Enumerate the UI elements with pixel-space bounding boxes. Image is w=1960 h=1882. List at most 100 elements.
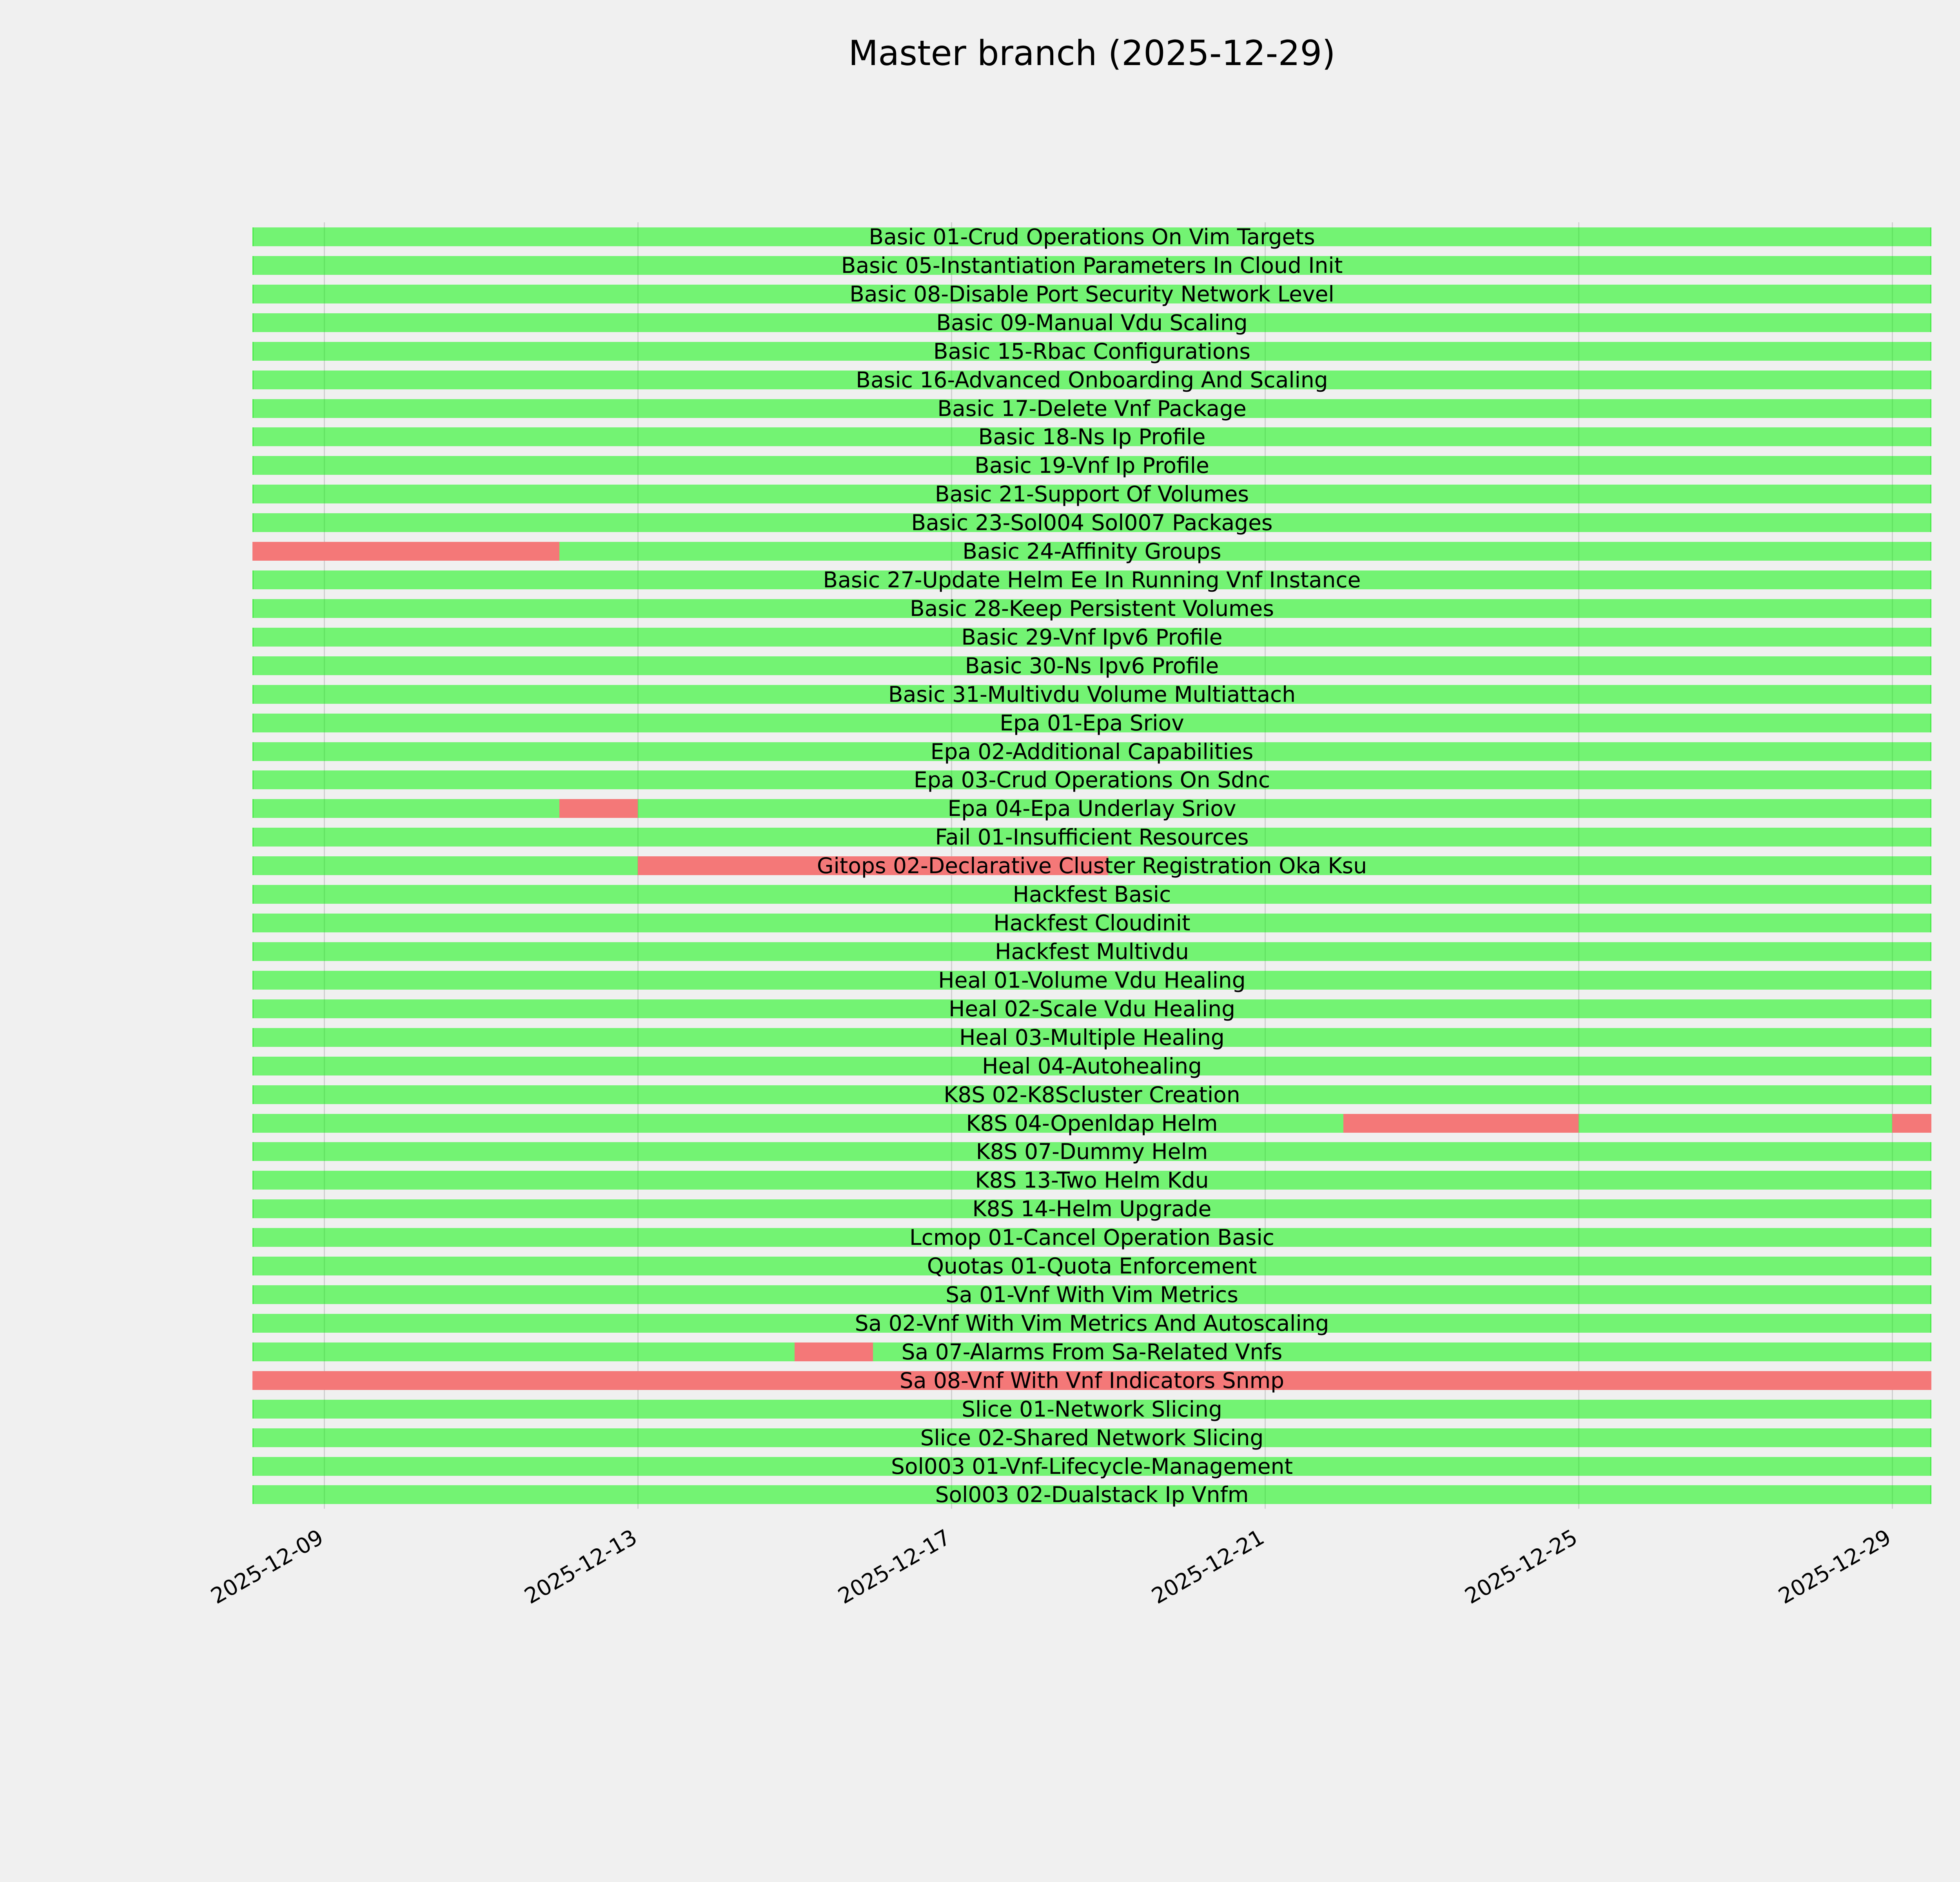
row-label: Basic 05-Instantiation Parameters In Clo… bbox=[841, 253, 1343, 278]
x-tick-label: 2025-12-29 bbox=[1774, 1524, 1896, 1609]
row-fail-segment bbox=[638, 856, 1109, 876]
row-bar-pass bbox=[252, 1313, 1931, 1333]
row-label: Slice 01-Network Slicing bbox=[962, 1396, 1222, 1422]
row-bar-pass bbox=[252, 1114, 1931, 1133]
row-label: Basic 21-Support Of Volumes bbox=[935, 481, 1249, 507]
row-label: Basic 31-Multivdu Volume Multiattach bbox=[888, 681, 1296, 707]
chart-row: Epa 04-Epa Underlay Sriov bbox=[252, 796, 1931, 821]
chart-row: Heal 04-Autohealing bbox=[252, 1054, 1931, 1079]
chart-row: Basic 29-Vnf Ipv6 Profile bbox=[252, 625, 1931, 650]
row-label: Sa 01-Vnf With Vim Metrics bbox=[946, 1282, 1238, 1308]
row-label: Basic 30-Ns Ipv6 Profile bbox=[965, 653, 1219, 678]
row-bar-pass bbox=[252, 513, 1931, 532]
row-label: Sol003 02-Dualstack Ip Vnfm bbox=[935, 1482, 1249, 1508]
chart-row: Sol003 02-Dualstack Ip Vnfm bbox=[252, 1482, 1931, 1508]
row-bar-pass bbox=[252, 742, 1931, 761]
row-label: K8S 13-Two Helm Kdu bbox=[975, 1168, 1209, 1193]
chart-row: Basic 05-Instantiation Parameters In Clo… bbox=[252, 253, 1931, 278]
row-label: Basic 09-Manual Vdu Scaling bbox=[936, 310, 1248, 335]
chart-row: K8S 13-Two Helm Kdu bbox=[252, 1168, 1931, 1193]
row-bar-pass bbox=[252, 1485, 1931, 1504]
chart-row: Hackfest Cloudinit bbox=[252, 910, 1931, 936]
row-label: Heal 01-Volume Vdu Healing bbox=[938, 967, 1246, 993]
row-bar-pass bbox=[252, 1457, 1931, 1476]
row-bar-pass bbox=[252, 570, 1931, 590]
row-fail-segment bbox=[252, 1371, 1931, 1390]
row-bar-pass bbox=[252, 1199, 1931, 1219]
row-label: K8S 02-K8Scluster Creation bbox=[944, 1082, 1240, 1107]
row-bar-pass bbox=[252, 256, 1931, 275]
row-bar-pass bbox=[252, 370, 1931, 389]
chart-row: Basic 17-Delete Vnf Package bbox=[252, 396, 1931, 421]
row-label: Epa 02-Additional Capabilities bbox=[930, 739, 1254, 764]
chart-row: Basic 23-Sol004 Sol007 Packages bbox=[252, 510, 1931, 536]
chart-row: Hackfest Basic bbox=[252, 882, 1931, 907]
chart-row: Epa 01-Epa Sriov bbox=[252, 710, 1931, 736]
chart-title: Master branch (2025-12-29) bbox=[848, 33, 1336, 73]
row-bar-pass bbox=[252, 1028, 1931, 1047]
row-label: Quotas 01-Quota Enforcement bbox=[927, 1253, 1257, 1279]
chart-row: Gitops 02-Declarative Cluster Registrati… bbox=[252, 853, 1931, 878]
chart-row: Basic 09-Manual Vdu Scaling bbox=[252, 310, 1931, 335]
chart-row: Sa 08-Vnf With Vnf Indicators Snmp bbox=[252, 1368, 1931, 1393]
row-label: Sa 08-Vnf With Vnf Indicators Snmp bbox=[899, 1368, 1285, 1393]
row-fail-segment bbox=[1343, 1114, 1579, 1133]
row-bar-pass bbox=[252, 799, 1931, 818]
chart-row: Basic 08-Disable Port Security Network L… bbox=[252, 282, 1931, 307]
row-bar-pass bbox=[252, 914, 1931, 933]
row-bar-pass bbox=[252, 313, 1931, 332]
chart-row: Slice 02-Shared Network Slicing bbox=[252, 1425, 1931, 1450]
row-label: Heal 02-Scale Vdu Healing bbox=[948, 996, 1236, 1021]
row-label: Basic 23-Sol004 Sol007 Packages bbox=[911, 510, 1273, 536]
row-label: Hackfest Basic bbox=[1013, 882, 1171, 907]
chart-row: Heal 02-Scale Vdu Healing bbox=[252, 996, 1931, 1021]
row-label: Sol003 01-Vnf-Lifecycle-Management bbox=[891, 1453, 1293, 1479]
row-bar-pass bbox=[252, 399, 1931, 418]
row-bar-pass bbox=[252, 1056, 1931, 1075]
row-bar-pass bbox=[252, 828, 1931, 847]
row-bar-pass bbox=[252, 284, 1931, 303]
row-bar-pass bbox=[252, 456, 1931, 475]
chart-row: Hackfest Multivdu bbox=[252, 939, 1931, 964]
chart-row: Basic 01-Crud Operations On Vim Targets bbox=[252, 224, 1931, 249]
row-bar-pass bbox=[252, 656, 1931, 675]
chart-row: Basic 31-Multivdu Volume Multiattach bbox=[252, 681, 1931, 707]
chart-row: Sa 01-Vnf With Vim Metrics bbox=[252, 1282, 1931, 1308]
row-bar-pass bbox=[252, 1285, 1931, 1304]
row-label: Basic 27-Update Helm Ee In Running Vnf I… bbox=[823, 567, 1361, 593]
row-label: Epa 01-Epa Sriov bbox=[1000, 710, 1184, 736]
x-tick-label: 2025-12-17 bbox=[833, 1524, 955, 1609]
chart-row: Basic 19-Vnf Ip Profile bbox=[252, 453, 1931, 478]
row-bar-pass bbox=[252, 342, 1931, 361]
row-label: Sa 02-Vnf With Vim Metrics And Autoscali… bbox=[855, 1310, 1329, 1336]
row-bar-pass bbox=[252, 427, 1931, 447]
row-label: Basic 28-Keep Persistent Volumes bbox=[909, 596, 1274, 621]
chart-row: Fail 01-Insufficient Resources bbox=[252, 825, 1931, 850]
chart-row: Basic 30-Ns Ipv6 Profile bbox=[252, 653, 1931, 678]
row-label: Epa 03-Crud Operations On Sdnc bbox=[913, 767, 1270, 793]
row-bar-pass bbox=[252, 1399, 1931, 1419]
x-tick-label: 2025-12-21 bbox=[1147, 1524, 1269, 1609]
chart-row: K8S 04-Openldap Helm bbox=[252, 1111, 1931, 1136]
chart-row: Slice 01-Network Slicing bbox=[252, 1396, 1931, 1422]
chart-row: Basic 15-Rbac Configurations bbox=[252, 339, 1931, 364]
chart-row: Basic 24-Affinity Groups bbox=[252, 539, 1931, 564]
row-label: Basic 16-Advanced Onboarding And Scaling bbox=[856, 367, 1328, 392]
row-bar-pass bbox=[252, 227, 1931, 246]
row-bar-pass bbox=[252, 685, 1931, 704]
row-label: Hackfest Multivdu bbox=[995, 939, 1189, 964]
row-bar-pass bbox=[252, 599, 1931, 618]
row-label: Sa 07-Alarms From Sa-Related Vnfs bbox=[901, 1339, 1283, 1364]
row-bar-pass bbox=[252, 1428, 1931, 1447]
row-label: Epa 04-Epa Underlay Sriov bbox=[947, 796, 1236, 821]
chart-row: Basic 27-Update Helm Ee In Running Vnf I… bbox=[252, 567, 1931, 593]
row-bar-pass bbox=[252, 942, 1931, 961]
chart-row: Heal 03-Multiple Healing bbox=[252, 1025, 1931, 1050]
row-label: Heal 03-Multiple Healing bbox=[959, 1025, 1225, 1050]
row-fail-segment bbox=[559, 799, 638, 818]
row-bar-pass bbox=[252, 1142, 1931, 1161]
row-label: Basic 18-Ns Ip Profile bbox=[978, 424, 1206, 450]
chart-row: Epa 02-Additional Capabilities bbox=[252, 739, 1931, 764]
row-bar-pass bbox=[252, 1342, 1931, 1361]
